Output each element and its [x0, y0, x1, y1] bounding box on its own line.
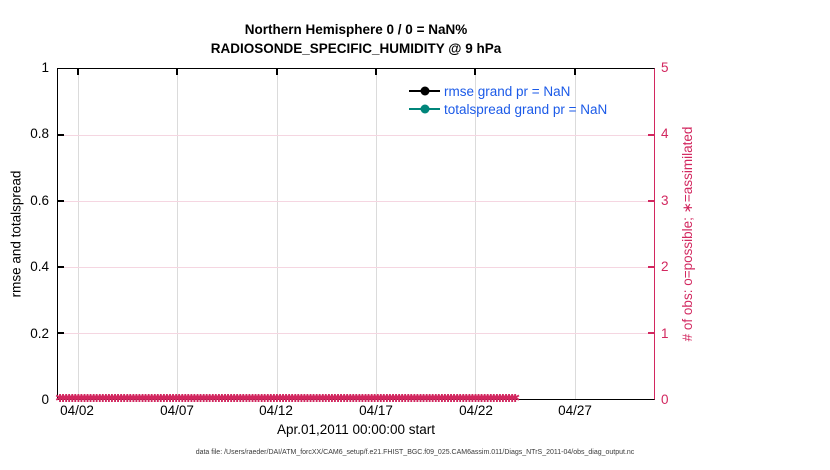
x-tick-label: 04/07: [160, 403, 194, 418]
y-gridline: [58, 267, 654, 268]
x-gridline: [375, 69, 377, 399]
data-file-path: data file: /Users/raeder/DAI/ATM_forcXX/…: [195, 449, 635, 456]
x-gridline: [77, 69, 79, 399]
rmse-marker-icon: [420, 86, 429, 96]
legend-row-rmse: rmse grand pr = NaN: [409, 82, 607, 100]
y-right-tick: [648, 266, 654, 268]
chart-subtitle: RADIOSONDE_SPECIFIC_HUMIDITY @ 9 hPa: [210, 41, 502, 56]
x-top-tick: [374, 69, 377, 75]
y-left-tick-label: 0.8: [30, 126, 49, 141]
y-left-tick-label: 1: [41, 60, 49, 75]
rmse-line-sample: [409, 86, 440, 96]
x-gridline: [276, 69, 278, 399]
y-left-tick-label: 0.6: [30, 193, 49, 208]
x-tick-label: 04/17: [359, 403, 393, 418]
legend-label-rmse: rmse grand pr = NaN: [444, 83, 571, 99]
x-top-tick: [176, 69, 179, 75]
x-gridline: [177, 69, 179, 399]
y-right-tick-label: 1: [661, 326, 669, 341]
legend-row-totalspread: totalspread grand pr = NaN: [409, 100, 607, 118]
chart-title: Northern Hemisphere 0 / 0 = NaN%: [244, 22, 468, 37]
obs-marker-band: ✱✱✱✱✱✱✱✱✱✱✱✱✱✱✱✱✱✱✱✱✱✱✱✱✱✱✱✱✱✱✱✱✱✱✱✱✱✱✱✱…: [55, 394, 520, 404]
x-top-tick: [275, 69, 278, 75]
y-right-tick-label: 3: [661, 193, 669, 208]
x-tick-label: 04/22: [459, 403, 493, 418]
y-gridline: [58, 333, 654, 334]
x-gridline: [574, 69, 576, 399]
x-tick-label: 04/02: [60, 403, 94, 418]
y-right-tick-label: 2: [661, 259, 669, 274]
y-right-tick: [648, 200, 654, 202]
x-gridline: [475, 69, 477, 399]
y-right-tick-label: 0: [661, 392, 669, 407]
y-right-tick-label: 5: [661, 60, 669, 75]
title-block: Northern Hemisphere 0 / 0 = NaN% RADIOSO…: [57, 20, 655, 58]
totalspread-marker-icon: [420, 104, 429, 114]
y-left-tick: [58, 332, 64, 334]
y-axis-left-label: rmse and totalspread: [8, 170, 24, 298]
plot-area: ✱✱✱✱✱✱✱✱✱✱✱✱✱✱✱✱✱✱✱✱✱✱✱✱✱✱✱✱✱✱✱✱✱✱✱✱✱✱✱✱…: [55, 68, 655, 404]
y-left-tick-label: 0: [41, 392, 49, 407]
y-left-tick-label: 0.2: [30, 326, 49, 341]
x-tick-label: 04/12: [259, 403, 293, 418]
x-top-tick: [573, 69, 576, 75]
y-gridline: [58, 135, 654, 136]
totalspread-line-sample: [409, 104, 440, 114]
x-tick-label: 04/27: [558, 403, 592, 418]
y-left-tick: [58, 266, 64, 268]
legend-label-totalspread: totalspread grand pr = NaN: [444, 101, 608, 117]
y-right-tick-label: 4: [661, 126, 669, 141]
legend: rmse grand pr = NaN totalspread grand pr…: [409, 82, 607, 118]
y-left-tick: [58, 134, 64, 136]
x-top-tick: [474, 69, 477, 75]
x-axis-label: Apr.01,2011 00:00:00 start: [276, 422, 436, 437]
y-right-tick: [648, 332, 654, 334]
x-top-tick: [76, 69, 79, 75]
y-axis-right-label: # of obs: o=possible; ∗=assimilated: [680, 126, 695, 342]
y-left-tick: [58, 200, 64, 202]
y-right-tick: [648, 134, 654, 136]
y-left-tick-label: 0.4: [30, 259, 49, 274]
y-gridline: [58, 201, 654, 202]
